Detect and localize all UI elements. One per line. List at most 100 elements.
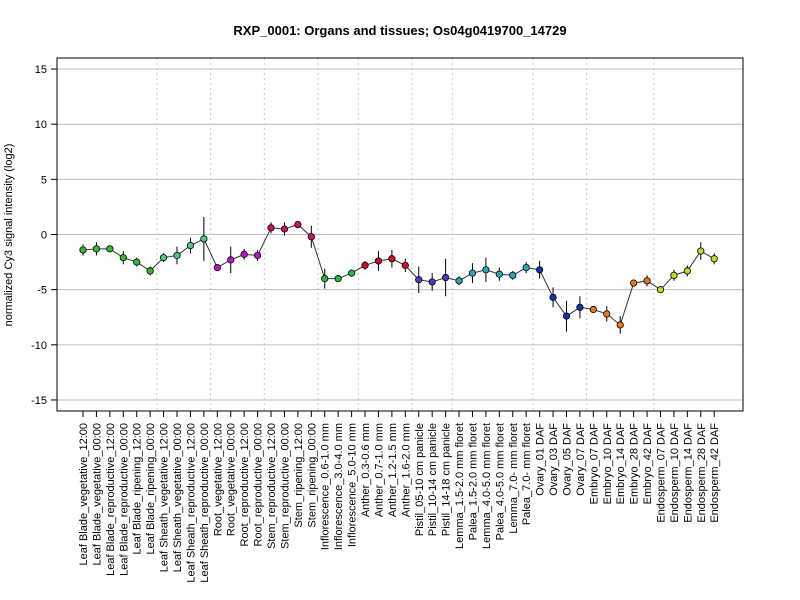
- y-axis-label: normalized Cy3 signal intensity (log2): [3, 144, 15, 327]
- data-point: [495, 270, 503, 278]
- x-tick-label: Palea_1.5-2.0 mm floret: [467, 423, 479, 540]
- x-tick-label: Endosperm_14 DAF: [682, 423, 694, 523]
- x-tick-label: Root_vegetative_00:00: [226, 423, 238, 536]
- data-point: [240, 250, 248, 258]
- data-point: [280, 225, 289, 233]
- data-point: [374, 257, 383, 265]
- y-tick-label: -10: [31, 340, 47, 352]
- x-tick-label: Leaf Blade_reproductive_00:00: [118, 423, 130, 576]
- x-tick-label: Stem_reproductive_12:00: [266, 423, 278, 549]
- data-point: [562, 312, 571, 320]
- data-point: [401, 261, 409, 269]
- line-layer: [82, 224, 715, 326]
- x-tick-label: Ovary_05 DAF: [561, 423, 573, 496]
- x-tick-label: Palea_4.0-5.0 mm floret: [494, 423, 506, 540]
- x-tick-label: Inflorescence_3.0-4.0 mm: [333, 423, 345, 550]
- data-point: [334, 275, 342, 283]
- y-tick-label: -5: [37, 285, 47, 297]
- x-tick-label: Leaf Blade_ripening_00:00: [145, 423, 157, 555]
- data-point: [146, 267, 154, 275]
- x-tick-label: Endosperm_42 DAF: [709, 423, 721, 523]
- data-point: [455, 277, 463, 285]
- data-point: [616, 321, 624, 329]
- x-tick-label: Ovary_07 DAF: [575, 423, 587, 496]
- x-tick-label: Stem_ripening_12:00: [293, 423, 305, 528]
- data-point: [522, 263, 530, 272]
- data-point: [509, 271, 517, 279]
- data-point: [79, 246, 87, 254]
- x-tick-label: Endosperm_28 DAF: [696, 423, 708, 523]
- y-tick-label: 10: [35, 119, 47, 131]
- x-tick-label: Root_reproductive_00:00: [253, 423, 265, 547]
- x-tick-label: Palea_7.0- mm floret: [521, 423, 533, 525]
- data-point: [186, 241, 195, 250]
- data-point: [415, 276, 423, 284]
- x-tick-label: Leaf Blade_vegetative_00:00: [91, 423, 103, 566]
- x-tick-label: Root_vegetative_12:00: [212, 423, 224, 536]
- data-point: [307, 233, 315, 241]
- x-tick-label: Pistil_10-14 cm panicle: [427, 423, 439, 536]
- x-tick-label: Leaf Blade_ripening_12:00: [132, 423, 144, 555]
- x-tick-label: Endosperm_10 DAF: [669, 423, 681, 523]
- data-point: [388, 255, 396, 263]
- data-point: [482, 266, 490, 274]
- data-point: [589, 305, 597, 314]
- x-tick-label: Embryo_42 DAF: [642, 423, 654, 505]
- x-tick-label: Embryo_10 DAF: [602, 423, 614, 505]
- data-point: [92, 245, 101, 253]
- x-tick-label: Embryo_14 DAF: [615, 423, 627, 505]
- data-point: [159, 254, 168, 262]
- x-tick-label: Embryo_28 DAF: [629, 423, 641, 505]
- data-point: [133, 258, 141, 266]
- data-point: [213, 263, 221, 272]
- x-tick-label: Anther_1.6-2.0 mm: [400, 423, 412, 517]
- axis-layer: -15 -10 -5 0 5 10 15: [31, 64, 715, 417]
- x-tick-label: Stem_ripening_00:00: [306, 423, 318, 528]
- x-tick-label: Lemma_7.0- mm floret: [508, 423, 520, 534]
- y-tick-label: 15: [35, 64, 47, 76]
- data-point: [361, 261, 369, 269]
- x-tick-label: Leaf Sheath_reproductive_00:00: [199, 423, 211, 583]
- data-point: [670, 271, 678, 279]
- data-point: [656, 286, 665, 294]
- x-tick-label: Endosperm_07 DAF: [655, 423, 667, 523]
- data-point: [347, 269, 356, 277]
- series-line: [82, 224, 715, 326]
- x-tick-label: Pistil_14-18 cm panicle: [441, 423, 453, 536]
- data-point: [576, 303, 584, 311]
- x-tick-label: Lemma_1.5-2.0 mm floret: [454, 423, 466, 549]
- data-point: [227, 256, 235, 264]
- chart-title: RXP_0001: Organs and tissues; Os04g04197…: [233, 23, 566, 38]
- x-tick-label: Leaf Sheath_reproductive_12:00: [185, 423, 197, 583]
- x-tick-label: Embryo_07 DAF: [588, 423, 600, 505]
- data-point: [173, 251, 181, 260]
- x-tick-label: Anther_1.2-1.5 mm: [387, 423, 399, 517]
- data-point: [106, 245, 114, 253]
- data-point: [442, 273, 450, 282]
- data-point: [267, 224, 275, 232]
- x-tick-label: Anther_0.3-0.6 mm: [360, 423, 372, 517]
- data-point: [603, 310, 611, 318]
- y-tick-label: 5: [41, 174, 47, 186]
- x-tick-label: Leaf Sheath_vegetative_00:00: [172, 423, 184, 572]
- data-point: [683, 267, 691, 275]
- x-tick-label-layer: Leaf Blade_vegetative_12:00 Leaf Blade_ve…: [78, 423, 721, 583]
- data-point: [697, 247, 705, 255]
- data-point: [710, 255, 718, 263]
- data-point: [253, 251, 262, 260]
- plot-frame: [56, 57, 744, 412]
- x-tick-label: Stem_reproductive_00:00: [279, 423, 291, 549]
- y-tick-label: 0: [41, 230, 47, 242]
- data-point: [119, 254, 127, 262]
- x-tick-label: Lemma_4.0-5.0 mm floret: [481, 423, 493, 549]
- data-point: [321, 275, 329, 283]
- grid-layer: [57, 58, 743, 411]
- x-tick-label: Ovary_03 DAF: [548, 423, 560, 496]
- y-tick-label: -15: [31, 395, 47, 407]
- x-tick-label: Leaf Sheath_vegetative_12:00: [159, 423, 171, 572]
- data-point: [536, 266, 544, 274]
- data-point: [294, 220, 302, 229]
- data-point: [428, 278, 436, 286]
- x-tick-label: Ovary_01 DAF: [535, 423, 547, 496]
